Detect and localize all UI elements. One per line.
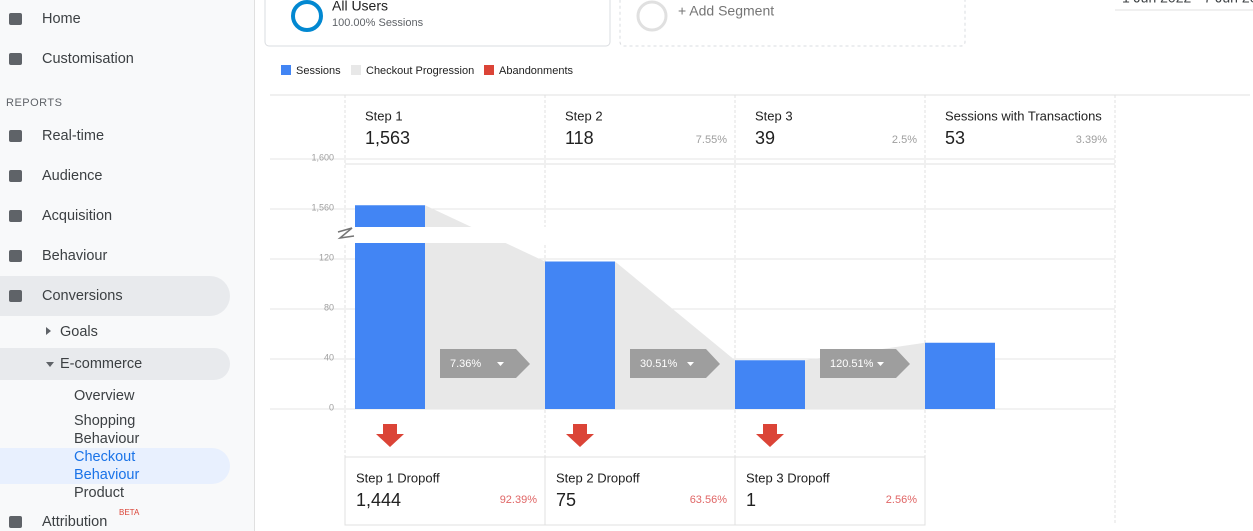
nav-item[interactable]: Shopping Behaviour xyxy=(74,413,140,447)
y-tick-label: 80 xyxy=(324,302,334,312)
dropdown-icon xyxy=(497,362,504,366)
add-segment-label[interactable]: + Add Segment xyxy=(678,3,774,19)
legend-swatch xyxy=(484,65,494,75)
section-heading: REPORTS xyxy=(6,97,63,109)
dropoff-box xyxy=(544,456,736,526)
progression-label: 30.51% xyxy=(640,358,678,370)
progression-chevron[interactable] xyxy=(820,349,910,378)
nav-icon xyxy=(9,210,22,222)
step-percent: 7.55% xyxy=(696,134,727,146)
segment-detail: 100.00% Sessions xyxy=(332,17,424,29)
nav-icon xyxy=(9,516,22,528)
step-name: Step 2 xyxy=(565,108,603,123)
highlight xyxy=(0,348,230,380)
add-segment[interactable] xyxy=(619,0,966,47)
dropoff-name: Step 1 Dropoff xyxy=(356,470,440,485)
sidebar: Home Customisation REPORTS Real-time Audienc… xyxy=(0,0,255,531)
step-percent: 2.5% xyxy=(892,134,917,146)
legend-label: Abandonments xyxy=(499,65,573,77)
dropdown-icon xyxy=(687,362,694,366)
y-tick-label: 0 xyxy=(329,402,334,412)
step-name: Step 3 xyxy=(755,108,793,123)
step-percent: 3.39% xyxy=(1076,134,1107,146)
session-bar xyxy=(735,360,805,409)
break-symbol xyxy=(337,227,355,240)
dropoff-percent: 92.39% xyxy=(500,494,538,506)
dropoff-name: Step 3 Dropoff xyxy=(746,470,830,485)
nav-icon xyxy=(9,290,22,302)
axis-break xyxy=(335,227,547,243)
progression-label: 7.36% xyxy=(450,358,481,370)
dropoff-value: 1 xyxy=(746,490,756,510)
y-tick-label: 1,600 xyxy=(311,152,334,162)
date-range: 1 Jun 2022 - 7 Jun 2022 xyxy=(1122,0,1253,6)
nav-item[interactable]: Home xyxy=(42,11,81,27)
dropoff-box xyxy=(344,456,546,526)
abandon-arrow xyxy=(566,424,594,447)
session-bar xyxy=(925,342,995,409)
y-tick-label: 120 xyxy=(319,252,334,262)
nav-icon xyxy=(9,170,22,182)
highlight xyxy=(0,276,230,316)
step-value: 53 xyxy=(945,128,965,148)
nav-icon xyxy=(9,130,22,142)
step-value: 39 xyxy=(755,128,775,148)
dropdown-icon xyxy=(877,362,884,366)
expander xyxy=(46,327,51,335)
y-tick-label: 40 xyxy=(324,352,334,362)
dropoff-value: 1,444 xyxy=(356,490,401,510)
step-name: Sessions with Transactions xyxy=(945,108,1102,123)
segment-icon xyxy=(291,0,323,32)
dropoff-name: Step 2 Dropoff xyxy=(556,470,640,485)
nav-item[interactable]: Checkout Behaviour xyxy=(74,449,140,483)
nav-item[interactable]: Behaviour xyxy=(42,248,108,264)
progression-area xyxy=(615,261,735,409)
step-name: Step 1 xyxy=(365,108,403,123)
dropoff-box xyxy=(734,456,926,526)
nav-item[interactable]: Product xyxy=(74,485,124,501)
progression-chevron[interactable] xyxy=(440,349,530,378)
badge: BETA xyxy=(119,508,140,517)
legend-label: Checkout Progression xyxy=(366,65,474,77)
abandon-arrow xyxy=(756,424,784,447)
progression-label: 120.51% xyxy=(830,358,874,370)
session-bar xyxy=(545,261,615,409)
y-tick-label: 1,560 xyxy=(311,202,334,212)
nav-item[interactable]: Conversions xyxy=(42,288,123,304)
legend-swatch xyxy=(351,65,361,75)
dropoff-value: 75 xyxy=(556,490,576,510)
nav-icon xyxy=(9,53,22,65)
step-value: 1,563 xyxy=(365,128,410,148)
nav-item[interactable]: Customisation xyxy=(42,51,134,67)
nav-item[interactable]: E-commerce xyxy=(60,356,143,372)
nav-item[interactable]: Goals xyxy=(60,324,98,340)
expander xyxy=(46,362,54,367)
nav-item[interactable]: Real-time xyxy=(42,128,105,144)
nav-item[interactable]: Acquisition xyxy=(42,208,113,224)
highlight xyxy=(0,448,230,484)
nav-item[interactable]: Overview xyxy=(74,388,135,404)
segment-card[interactable] xyxy=(264,0,611,47)
legend-label: Sessions xyxy=(296,65,341,77)
add-icon xyxy=(636,0,668,32)
step-value: 118 xyxy=(565,128,594,148)
nav-item[interactable]: Audience xyxy=(42,168,103,184)
dropoff-percent: 63.56% xyxy=(690,494,728,506)
legend-swatch xyxy=(281,65,291,75)
progression-chevron[interactable] xyxy=(630,349,720,378)
nav-icon xyxy=(9,13,22,25)
nav-icon xyxy=(9,250,22,262)
dropoff-percent: 2.56% xyxy=(886,494,917,506)
abandon-arrow xyxy=(376,424,404,447)
nav-item[interactable]: Attribution xyxy=(42,514,108,530)
segment-name: All Users xyxy=(332,0,388,14)
